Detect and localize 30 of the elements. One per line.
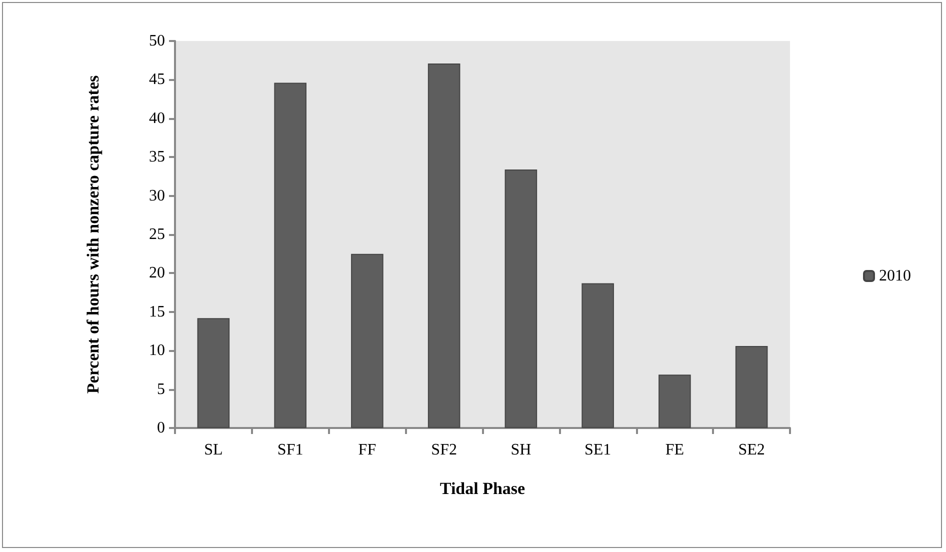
bar [274,82,306,428]
x-tick-label: SF1 [277,442,304,458]
x-tick-label: SE2 [738,442,765,458]
x-tick-label: FE [665,442,684,458]
y-tick-label: 30 [149,187,165,204]
y-tick-label: 45 [149,71,165,88]
bar [197,318,230,428]
bar [582,283,614,428]
x-axis-title: Tidal Phase [440,479,526,498]
x-tick-label: FF [358,442,376,458]
legend-label: 2010 [879,268,911,284]
y-tick-label: 0 [157,420,165,436]
y-tick-label: 15 [149,303,165,320]
y-tick-label: 35 [149,148,165,166]
x-tick-label: SE1 [584,442,612,458]
y-tick-label: 10 [149,342,165,360]
bar [735,346,768,428]
y-tick-label: 50 [149,32,165,50]
y-tick-label: 20 [149,264,165,282]
x-tick-label: SL [204,442,223,458]
y-tick-label: 40 [149,110,165,127]
y-tick-label: 5 [157,380,165,398]
x-tick-label: SH [510,442,532,458]
bar [428,63,460,428]
bar [658,374,691,428]
x-tick-label: SF2 [431,442,457,458]
y-axis-title: Percent of hours with nonzero capture rates [84,75,102,394]
bar [504,169,538,428]
bar [351,254,384,428]
y-tick-label: 25 [149,226,165,243]
